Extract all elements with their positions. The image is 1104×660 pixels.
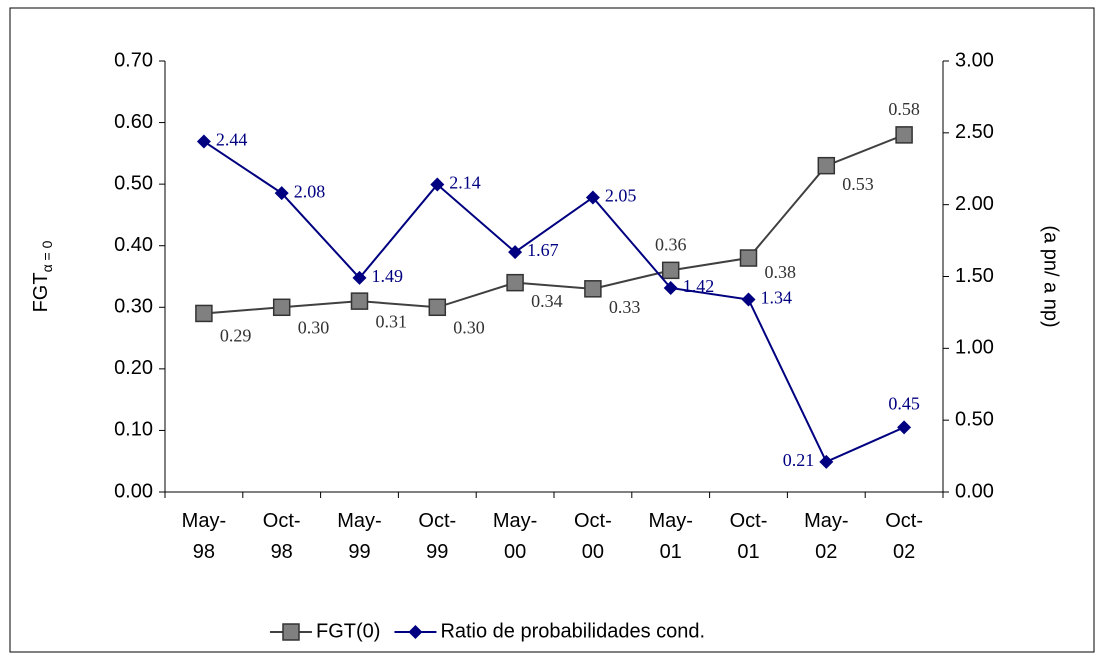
x-tick-label: Oct-02	[885, 510, 923, 563]
x-tick-label: Oct-99	[418, 510, 456, 563]
x-tick-label: May-98	[182, 510, 226, 563]
legend-label: Ratio de probabilidades cond.	[440, 620, 705, 642]
marker	[508, 245, 523, 260]
y2-tick-label: 2.00	[955, 193, 994, 215]
data-label: 0.34	[531, 291, 563, 311]
y-tick-label: 0.10	[114, 419, 153, 441]
y2-tick-label: 2.50	[955, 121, 994, 143]
data-label: 0.45	[888, 393, 920, 413]
legend-label: FGT(0)	[316, 620, 380, 642]
data-label: 0.21	[783, 450, 815, 470]
marker	[817, 156, 836, 175]
y2-tick-label: 3.00	[955, 49, 994, 71]
data-label: 0.53	[842, 174, 874, 194]
y-tick-label: 0.00	[114, 480, 153, 502]
marker	[274, 186, 289, 201]
y-tick-label: 0.20	[114, 357, 153, 379]
data-label: 1.34	[761, 288, 793, 308]
y2-tick-label: 1.00	[955, 337, 994, 359]
marker	[272, 298, 291, 317]
chart-frame	[9, 7, 1095, 653]
data-label: 0.38	[765, 262, 797, 282]
data-label: 2.05	[605, 186, 637, 206]
y-tick-label: 0.40	[114, 234, 153, 256]
marker	[663, 280, 678, 295]
data-label: 1.67	[527, 240, 559, 260]
marker	[741, 292, 756, 307]
data-label: 0.33	[609, 297, 641, 317]
y-tick-label: 0.70	[114, 49, 153, 71]
data-label: 0.29	[220, 326, 252, 346]
marker	[895, 126, 913, 144]
marker	[585, 190, 600, 205]
y2-tick-label: 1.50	[955, 265, 994, 287]
series: 0.29 0.30 0.31 0.30 0.34 0.33 0.36 0.38 0.53 0.58	[195, 99, 920, 346]
y2-tick-label: 0.00	[955, 480, 994, 502]
data-label: 2.08	[294, 181, 326, 201]
series-line	[203, 140, 905, 464]
x-tick-label: May-02	[804, 510, 848, 563]
marker	[897, 420, 912, 435]
marker	[428, 298, 447, 317]
marker	[739, 249, 758, 267]
series: 2.44 2.08 1.49 2.14 1.67 2.05 1.42 1.34 0.21 0.45	[196, 130, 920, 470]
x-tick-label: May-01	[648, 510, 692, 563]
y-axis-title: FGTα = 0	[30, 240, 54, 312]
data-label: 0.30	[298, 317, 330, 337]
marker	[196, 134, 211, 149]
data-label: 0.31	[376, 311, 408, 331]
y-tick-label: 0.30	[114, 296, 153, 318]
data-label: 0.58	[888, 99, 920, 119]
marker	[350, 292, 369, 310]
y-axis-title-sub: α = 0	[39, 240, 55, 272]
data-label: 2.44	[216, 130, 248, 150]
marker	[584, 280, 602, 298]
data-label: 1.49	[372, 266, 404, 286]
series-line	[203, 133, 905, 315]
marker	[430, 177, 445, 192]
legend-marker	[408, 625, 423, 639]
legend-marker	[282, 623, 300, 641]
marker	[819, 454, 834, 469]
y-tick-label: 0.60	[114, 111, 153, 133]
data-label: 2.14	[449, 173, 481, 193]
y2-tick-label: 0.50	[955, 408, 994, 430]
y2-axis-title: (a pn/ a np)	[1040, 225, 1062, 327]
marker	[506, 273, 524, 292]
x-tick-label: May-00	[493, 510, 537, 563]
marker	[661, 261, 680, 280]
y-axis-title-main: FGT	[30, 272, 52, 312]
marker	[352, 270, 367, 285]
x-tick-label: Oct-00	[574, 510, 612, 563]
x-tick-label: Oct-98	[263, 510, 301, 563]
data-label: 0.36	[655, 234, 687, 254]
x-tick-label: May-99	[337, 510, 381, 563]
data-label: 0.30	[453, 317, 485, 337]
y-tick-label: 0.50	[114, 172, 153, 194]
data-label: 1.42	[683, 276, 715, 296]
marker	[195, 304, 213, 323]
x-tick-label: Oct-01	[730, 510, 768, 563]
